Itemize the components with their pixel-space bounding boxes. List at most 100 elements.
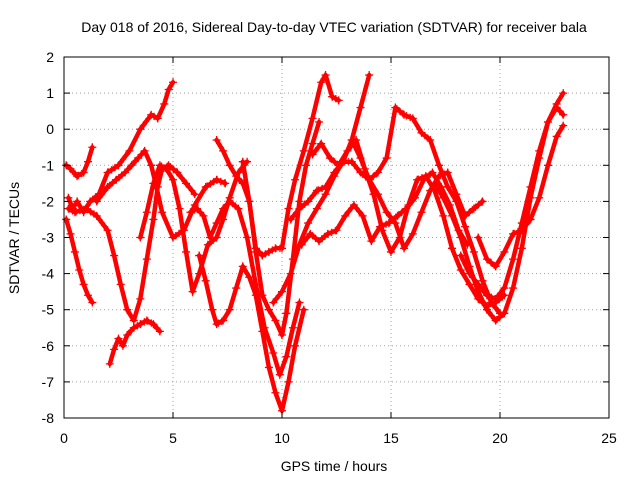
- data-point: [295, 298, 304, 307]
- series-sat-e: [64, 161, 199, 325]
- data-point: [169, 78, 177, 87]
- data-point: [526, 182, 535, 191]
- data-point: [469, 247, 478, 256]
- data-point: [452, 197, 461, 206]
- data-point: [474, 280, 483, 289]
- data-point: [245, 273, 254, 282]
- y-axis-label: SDTVAR / TECUs: [6, 182, 22, 294]
- data-point: [482, 305, 491, 314]
- data-point: [308, 139, 317, 148]
- data-point: [552, 103, 561, 112]
- data-point: [110, 251, 119, 260]
- data-point: [70, 208, 79, 217]
- data-point: [334, 161, 343, 170]
- data-point: [199, 211, 208, 220]
- series-sat-i: [195, 251, 308, 416]
- data-point: [535, 146, 544, 155]
- data-point: [474, 233, 483, 242]
- data-point: [559, 110, 568, 119]
- data-point: [500, 284, 509, 293]
- data-point: [474, 287, 483, 296]
- series-sat-k: [238, 70, 343, 260]
- data-point: [173, 168, 182, 177]
- data-point: [400, 110, 409, 119]
- data-point: [125, 146, 134, 155]
- data-point: [291, 175, 300, 184]
- data-point: [232, 284, 241, 293]
- data-point: [288, 323, 297, 332]
- data-point: [517, 226, 526, 235]
- data-point: [147, 110, 156, 119]
- data-point: [164, 85, 173, 94]
- series-marker-fringe: [109, 316, 161, 362]
- data-point: [79, 168, 88, 177]
- data-point: [245, 197, 254, 206]
- data-point: [264, 305, 273, 314]
- data-point: [278, 244, 286, 253]
- data-point: [73, 172, 82, 181]
- data-point: [225, 197, 234, 206]
- data-point: [142, 255, 151, 264]
- data-point: [343, 146, 352, 155]
- data-point: [203, 240, 212, 249]
- data-point: [225, 305, 234, 314]
- data-point: [317, 139, 326, 148]
- series-marker-fringe: [290, 164, 483, 253]
- data-point: [286, 215, 295, 224]
- data-point: [365, 71, 374, 80]
- data-point: [258, 327, 267, 336]
- data-point: [456, 233, 465, 242]
- data-point: [238, 157, 247, 166]
- series-sat-r: [456, 103, 568, 303]
- data-point: [88, 143, 97, 152]
- data-point: [321, 190, 330, 199]
- data-point: [149, 320, 158, 329]
- data-point: [129, 323, 138, 332]
- series-sat-p: [347, 103, 504, 318]
- data-point: [136, 233, 145, 242]
- data-point: [317, 78, 326, 87]
- data-point: [393, 211, 402, 220]
- data-point: [543, 117, 552, 126]
- data-point: [251, 244, 260, 253]
- data-point: [517, 244, 526, 253]
- data-point: [116, 280, 125, 289]
- data-point: [356, 154, 365, 163]
- series-marker-fringe: [96, 152, 226, 242]
- data-point: [304, 219, 313, 228]
- data-point: [219, 204, 228, 213]
- data-point: [92, 197, 101, 206]
- data-point: [264, 247, 273, 256]
- y-tick-label: -1: [42, 157, 55, 173]
- series-marker-fringe: [290, 158, 483, 247]
- data-point: [482, 291, 491, 300]
- data-point: [212, 320, 221, 329]
- data-point: [482, 255, 491, 264]
- data-point: [155, 327, 164, 336]
- data-point: [408, 114, 417, 123]
- data-point: [221, 179, 230, 188]
- data-point: [114, 334, 123, 343]
- data-point: [356, 168, 365, 177]
- data-point: [225, 161, 234, 170]
- data-point: [430, 179, 439, 188]
- series-sat-j: [212, 117, 324, 340]
- data-point: [238, 262, 247, 271]
- data-point: [500, 291, 509, 300]
- data-point: [308, 114, 317, 123]
- data-point: [321, 182, 330, 191]
- data-point: [301, 161, 310, 170]
- series-line: [271, 72, 372, 305]
- data-point: [295, 197, 304, 206]
- data-point: [83, 157, 92, 166]
- data-point: [526, 215, 535, 224]
- data-point: [169, 175, 177, 184]
- data-point: [443, 168, 452, 177]
- data-point: [443, 182, 452, 191]
- data-point: [461, 222, 470, 231]
- data-point: [312, 204, 321, 213]
- data-point: [456, 265, 465, 274]
- series-line: [349, 105, 503, 316]
- data-point: [158, 208, 167, 217]
